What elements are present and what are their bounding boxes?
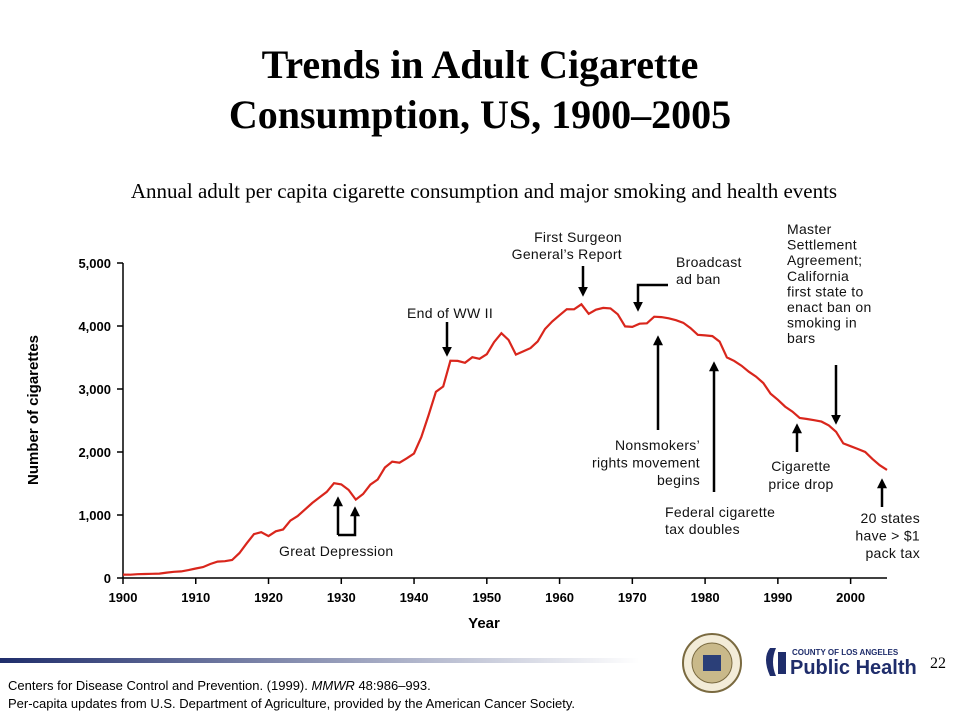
x-tick-label: 1990 <box>763 590 792 605</box>
source-text: 48:986–993. <box>355 678 431 693</box>
annotation: Federal cigarette <box>665 504 775 520</box>
logo-text: COUNTY OF LOS ANGELES <box>792 648 899 657</box>
annotation: begins <box>657 472 700 488</box>
y-tick-label: 5,000 <box>78 256 111 271</box>
y-tick-label: 2,000 <box>78 445 111 460</box>
title-line: Consumption, US, 1900–2005 <box>229 92 731 137</box>
x-tick-label: 1960 <box>545 590 574 605</box>
arrow <box>633 283 668 312</box>
annotation: Settlement <box>787 237 857 253</box>
y-tick-label: 4,000 <box>78 319 111 334</box>
subtitle: Annual adult per capita cigarette consum… <box>131 179 837 203</box>
annotation: Broadcast <box>676 254 742 270</box>
annotation: pack tax <box>865 545 920 561</box>
annotation: Nonsmokers’ <box>615 437 700 453</box>
annotation: First Surgeon <box>534 229 622 245</box>
annotation: General’s Report <box>512 246 622 262</box>
y-tick-label: 0 <box>104 571 111 586</box>
annotation: first state to <box>787 283 864 299</box>
logo-text: Public Health <box>790 657 917 679</box>
annotation: Great Depression <box>279 543 394 559</box>
annotation: California <box>787 268 849 284</box>
x-tick-label: 1970 <box>618 590 647 605</box>
footer-bar <box>0 658 640 663</box>
x-tick-label: 1900 <box>109 590 138 605</box>
plot: 0 1,000 2,000 3,000 4,000 5,000 1900 1910 1920 19… <box>78 256 888 605</box>
source-line: Centers for Disease Control and Preventi… <box>8 678 431 693</box>
annotation: smoking in <box>787 315 857 331</box>
source-text: MMWR <box>312 678 355 693</box>
logo: COUNTY OF LOS ANGELES Public Health <box>766 648 917 679</box>
source-text: Centers for Disease Control and Preventi… <box>8 678 312 693</box>
annotation: ad ban <box>676 271 721 287</box>
annotation: rights movement <box>592 455 700 471</box>
annotation: End of WW II <box>407 305 493 321</box>
annotation: price drop <box>768 476 833 492</box>
y-tick-label: 3,000 <box>78 382 111 397</box>
annotation: Cigarette <box>771 458 831 474</box>
x-tick-label: 1980 <box>691 590 720 605</box>
x-tick-label: 1910 <box>181 590 210 605</box>
arrow <box>338 506 360 537</box>
y-tick-label: 1,000 <box>78 508 111 523</box>
annotation: tax doubles <box>665 521 740 537</box>
page-number: 22 <box>930 655 946 672</box>
annotation: enact ban on <box>787 299 872 315</box>
x-axis-label: Year <box>468 615 500 632</box>
data-line <box>122 302 888 576</box>
x-tick-label: 1940 <box>400 590 429 605</box>
x-tick-label: 1930 <box>327 590 356 605</box>
annotation: bars <box>787 330 815 346</box>
source-line: Per-capita updates from U.S. Department … <box>8 696 575 711</box>
annotation: 20 states <box>860 510 920 526</box>
annotation: have > $1 <box>855 528 920 544</box>
x-tick-label: 1950 <box>472 590 501 605</box>
annotation: Master <box>787 221 832 237</box>
x-tick-label: 1920 <box>254 590 283 605</box>
title-line: Trends in Adult Cigarette <box>262 42 699 87</box>
seal <box>682 633 742 693</box>
x-tick-label: 2000 <box>836 590 865 605</box>
y-axis-label: Number of cigarettes <box>25 335 42 485</box>
annotation: Agreement; <box>787 252 862 268</box>
